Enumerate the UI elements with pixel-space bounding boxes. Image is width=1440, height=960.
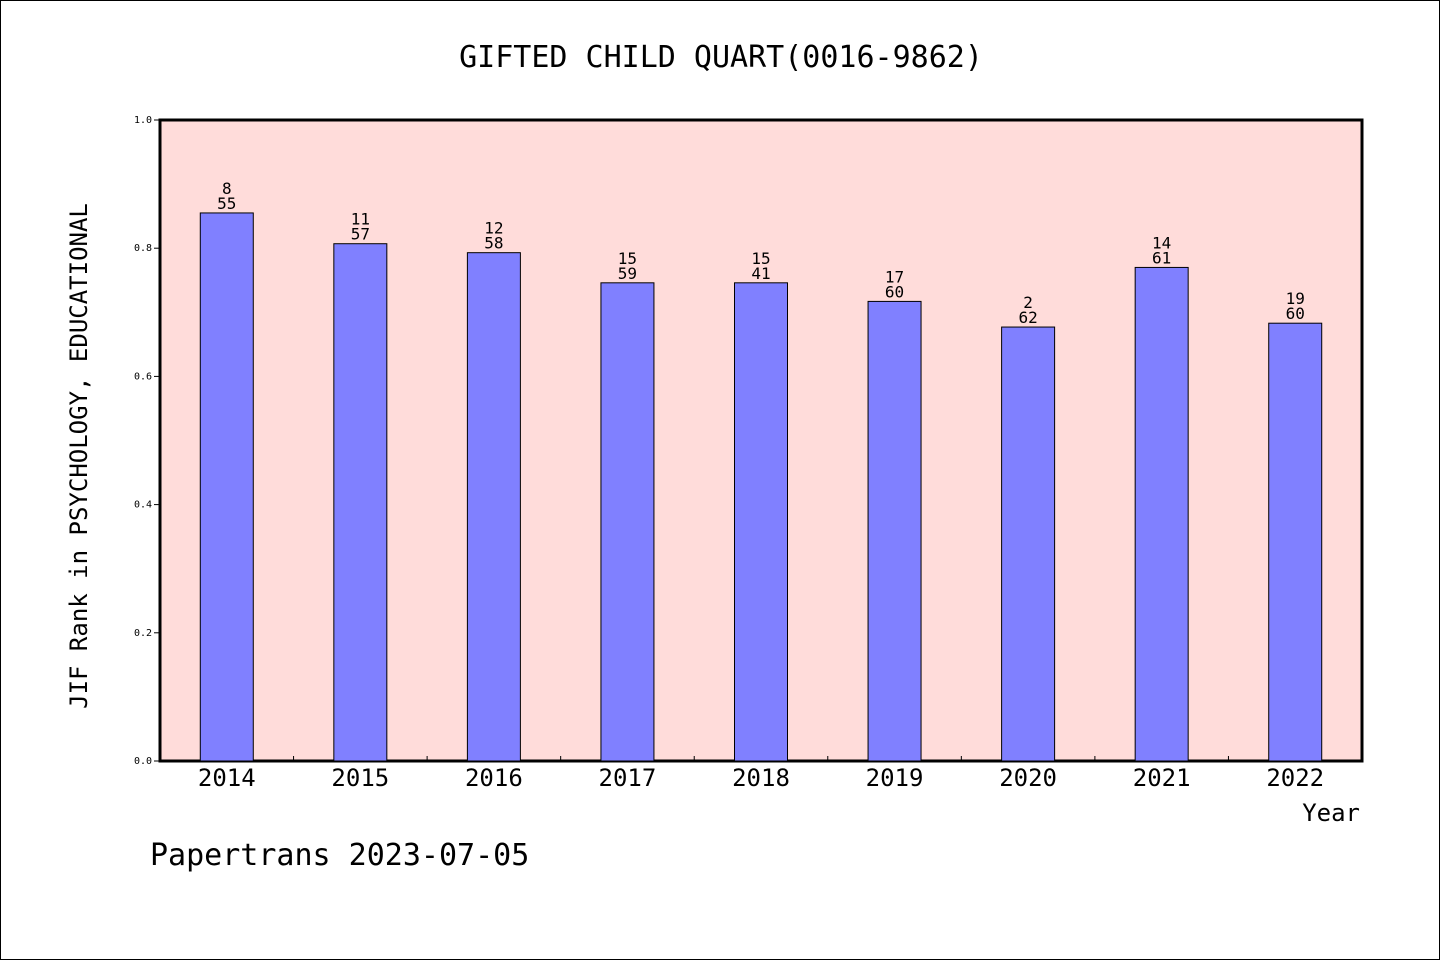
y-tick-label: 0.4 [134, 500, 152, 511]
bar-2017 [600, 282, 655, 762]
x-tick-label: 2014 [198, 764, 256, 792]
bar-2015 [333, 243, 388, 762]
bar-total-label: 55 [217, 194, 236, 213]
x-tick-label: 2016 [465, 764, 523, 792]
x-tick-label: 2019 [866, 764, 924, 792]
bar-rank-label: 8 [222, 179, 232, 198]
bar-total-label: 58 [484, 234, 503, 253]
bar-2016 [466, 252, 521, 762]
bar-total-label: 41 [751, 264, 770, 283]
bar-rank-label: 14 [1152, 233, 1171, 252]
bar-2021 [1134, 266, 1189, 762]
y-axis-label: JIF Rank in PSYCHOLOGY, EDUCATIONAL [65, 203, 93, 709]
bar-rank-label: 11 [351, 210, 370, 229]
x-tick-label: 2017 [599, 764, 657, 792]
bar-total-label: 61 [1152, 248, 1171, 267]
x-tick-label: 2020 [999, 764, 1057, 792]
x-axis-label: Year [1302, 799, 1360, 827]
bar-rank-label: 17 [885, 267, 904, 286]
chart-title: GIFTED CHILD QUART(0016-9862) [459, 40, 983, 75]
y-tick-label: 0.0 [134, 756, 152, 767]
x-tick-label: 2018 [732, 764, 790, 792]
bar-2020 [1001, 326, 1056, 762]
bar-rank-label: 12 [484, 219, 503, 238]
bar-total-label: 57 [351, 225, 370, 244]
bar-2018 [734, 282, 788, 762]
bar-total-label: 59 [618, 264, 637, 283]
bar-rank-label: 15 [751, 249, 770, 268]
y-tick-label: 0.6 [134, 371, 152, 382]
y-tick-label: 0.2 [134, 628, 152, 639]
bar-total-label: 62 [1018, 308, 1037, 327]
bar-rank-label: 15 [618, 249, 637, 268]
x-tick-label: 2021 [1133, 764, 1191, 792]
footer-credit: Papertrans 2023-07-05 [150, 838, 529, 873]
bar-2022 [1268, 322, 1323, 762]
bar-2019 [867, 300, 922, 762]
x-axis: 2014 2015 2016 2017 2018 2019 2020 2021 2022 [198, 756, 1324, 792]
bar-rank-label: 19 [1286, 289, 1305, 308]
y-axis: 0.0 0.2 0.4 0.6 0.8 1.0 [134, 115, 160, 767]
bar-total-label: 60 [885, 282, 904, 301]
y-tick-label: 1.0 [134, 115, 152, 126]
x-tick-label: 2015 [331, 764, 389, 792]
bar-rank-label: 2 [1023, 293, 1033, 312]
x-tick-label: 2022 [1266, 764, 1324, 792]
bar-total-label: 60 [1286, 304, 1305, 323]
bar-2014 [199, 212, 254, 762]
y-tick-label: 0.8 [134, 243, 152, 254]
